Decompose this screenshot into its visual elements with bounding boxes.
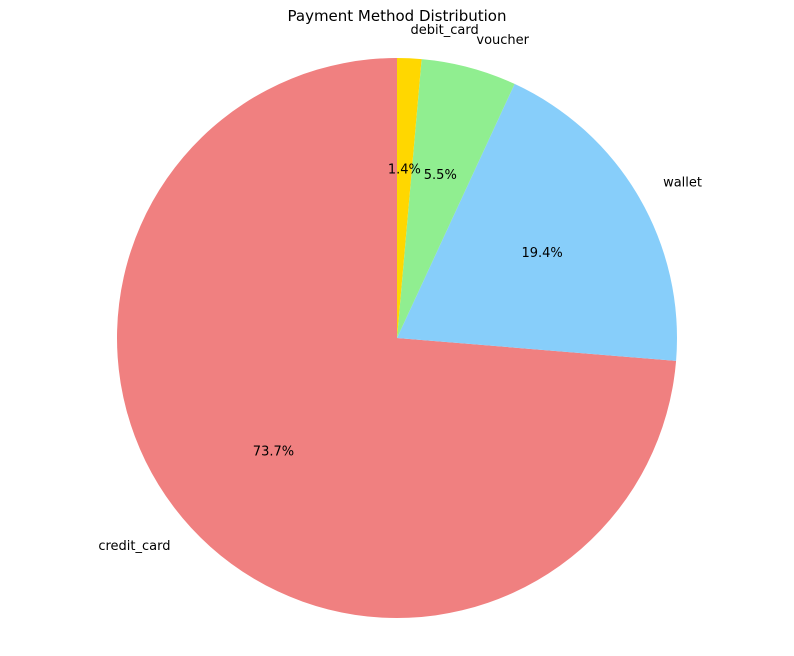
pie-pct-label-debit-card: 1.4%: [388, 163, 421, 178]
pie-slice-voucher: [397, 59, 515, 339]
pie-slice-credit-card: [117, 58, 677, 618]
pie-category-label-credit-card: credit_card: [98, 539, 170, 554]
pie-category-label-voucher: voucher: [476, 33, 529, 48]
pie-slices: [117, 58, 677, 618]
chart-title: Payment Method Distribution: [287, 7, 507, 25]
pie-category-label-debit-card: debit_card: [411, 23, 479, 38]
pie-pct-label-wallet: 19.4%: [521, 246, 562, 261]
pie-category-label-wallet: wallet: [663, 175, 702, 190]
pie-labels: 73.7% credit_card 19.4% wallet 5.5% voucher 1.…: [98, 23, 702, 554]
pie-pct-label-credit-card: 73.7%: [253, 444, 294, 459]
pie-pct-label-voucher: 5.5%: [424, 168, 457, 183]
pie-slice-debit-card: [397, 58, 422, 338]
pie-slice-wallet: [397, 83, 677, 361]
